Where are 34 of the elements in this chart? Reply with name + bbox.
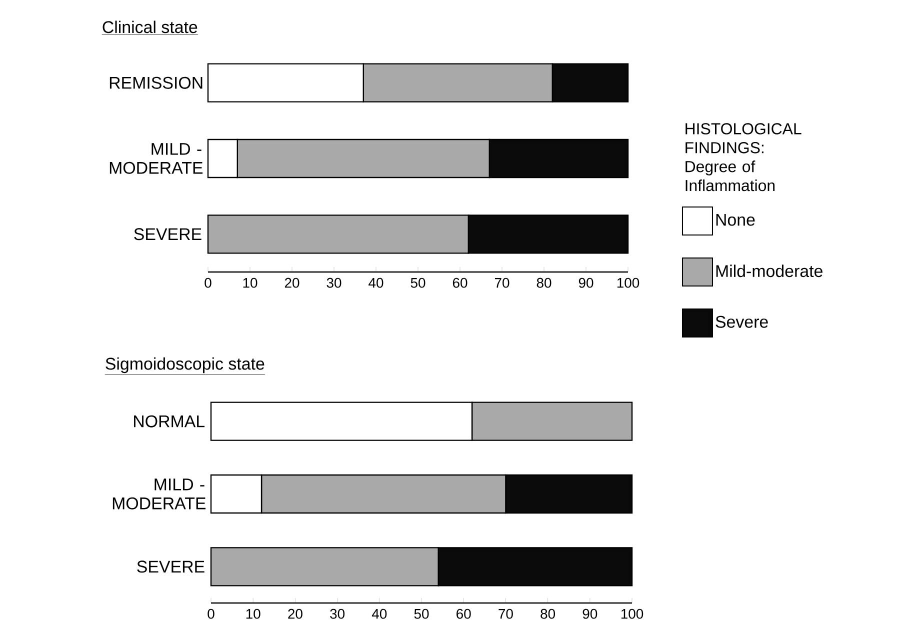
y-tick-label: SEVERE	[137, 560, 204, 573]
x-tick-label: 100	[621, 608, 644, 619]
y-tick-label: MILD - MODERATE	[110, 143, 203, 174]
x-tick-label: 40	[372, 608, 387, 619]
x-tick-label: 60	[452, 278, 468, 288]
x-tick-label: 10	[246, 608, 260, 619]
x-tick-label: 0	[208, 608, 214, 619]
x-tick-label: 10	[243, 278, 258, 288]
x-tick-label: 90	[578, 278, 594, 288]
y-tick-label: SEVERE	[134, 228, 202, 240]
legend-title: HISTOLOGICAL FINDINGS: Degree of Inflammation	[686, 123, 802, 192]
x-tick-label: 0	[204, 278, 212, 288]
x-tick-label: 70	[498, 608, 513, 619]
legend-label: Mild-moderate	[716, 264, 822, 278]
x-tick-label: 20	[284, 278, 300, 288]
x-tick-label: 50	[414, 608, 429, 619]
y-tick-label: NORMAL	[134, 415, 205, 428]
x-tick-label: 90	[582, 608, 598, 619]
chart-title: Clinical state	[102, 20, 198, 34]
x-tick-label: 30	[326, 278, 342, 288]
x-tick-label: 100	[617, 278, 640, 288]
x-tick-label: 30	[330, 608, 345, 619]
x-tick-label: 50	[410, 278, 426, 288]
x-tick-label: 80	[540, 608, 556, 619]
legend-label: None	[716, 214, 755, 226]
x-tick-label: 60	[456, 608, 471, 619]
y-tick-label: REMISSION	[110, 76, 202, 89]
legend-label: Severe	[716, 316, 768, 328]
y-tick-label: MILD - MODERATE	[112, 478, 206, 510]
x-tick-label: 40	[368, 278, 384, 288]
x-tick-label: 70	[494, 278, 510, 288]
chart-title: Sigmoidoscopic state	[106, 357, 264, 374]
x-tick-label: 20	[288, 608, 302, 619]
x-tick-label: 80	[536, 278, 552, 288]
